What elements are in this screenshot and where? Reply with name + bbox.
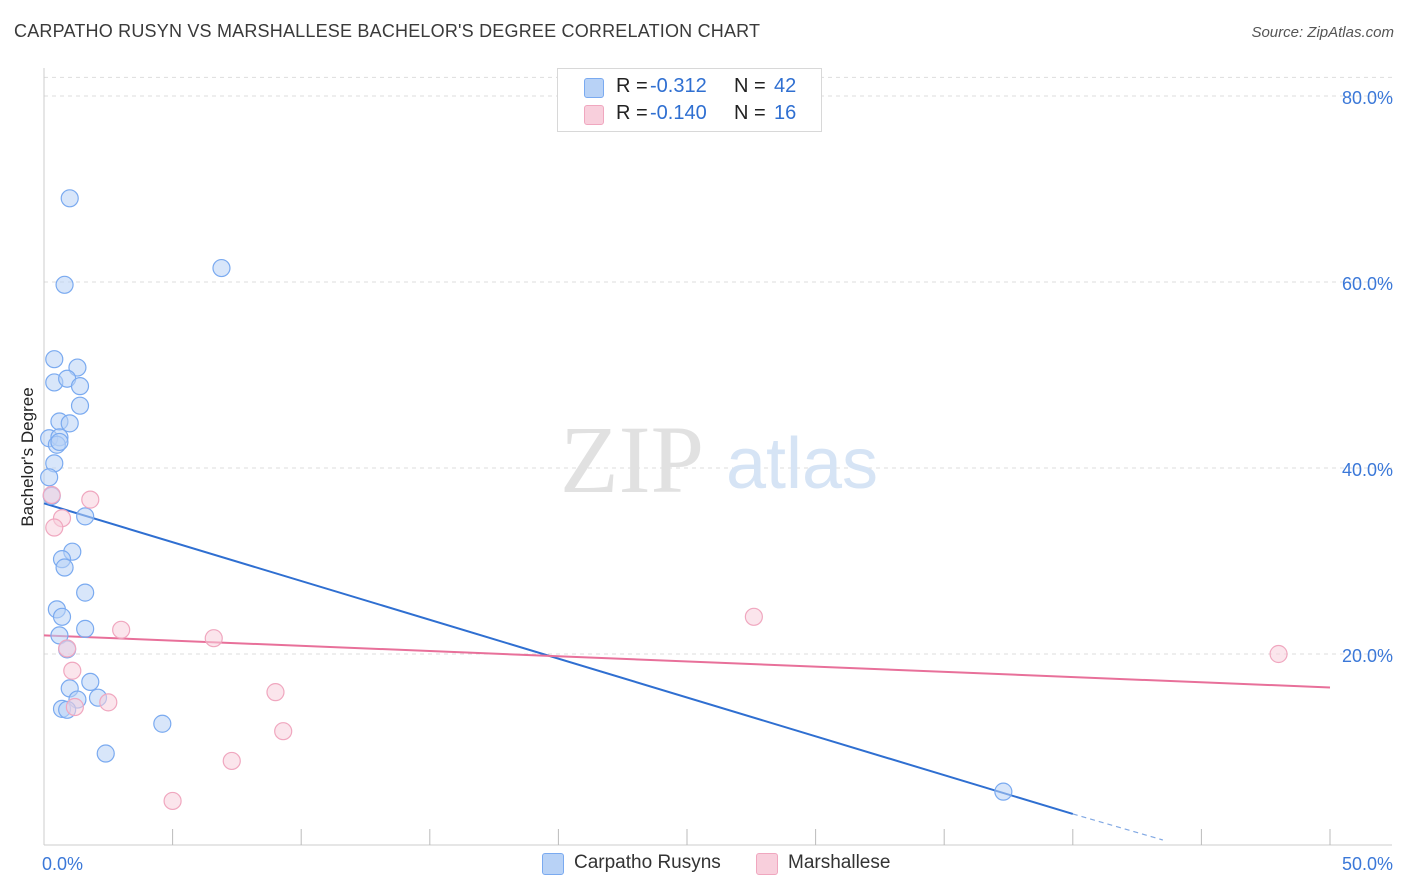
y-tick-label: 80.0% (1342, 88, 1393, 108)
point-carpatho (40, 468, 59, 487)
trend-line-marshallese (43, 634, 1331, 689)
chart-title: CARPATHO RUSYN VS MARSHALLESE BACHELOR'S… (14, 21, 761, 41)
point-carpatho (76, 619, 95, 638)
point-marshallese (744, 607, 763, 626)
legend-r-value: -0.312 (650, 75, 707, 97)
point-carpatho (60, 414, 79, 433)
point-marshallese (81, 490, 100, 509)
point-carpatho (60, 189, 79, 208)
point-marshallese (1269, 644, 1288, 664)
bottom-legend-label: Carpatho Rusyns (574, 852, 721, 873)
point-carpatho (153, 714, 172, 733)
grid-layer (44, 76, 1392, 655)
x-tick-label: 50.0% (1342, 854, 1393, 874)
legend-n-value: 42 (774, 75, 797, 97)
point-carpatho (45, 350, 64, 369)
point-marshallese (58, 639, 77, 658)
point-marshallese (65, 697, 84, 717)
source-label: Source: ZipAtlas.com (1251, 24, 1394, 41)
point-marshallese (163, 791, 182, 811)
bottom-legend-swatch-blue (542, 853, 564, 875)
point-marshallese (99, 693, 118, 712)
point-marshallese (274, 722, 293, 741)
x-tick-label: 0.0% (42, 854, 83, 874)
trend-line-extension (1072, 813, 1163, 841)
point-carpatho (70, 396, 90, 415)
bottom-legend-label: Marshallese (788, 852, 891, 873)
axis-layer (43, 68, 1392, 846)
legend-n-label: N = (734, 102, 766, 124)
correlation-legend: R = -0.312 N = 42 R = -0.140 N = 16 (557, 68, 822, 132)
point-carpatho (70, 377, 90, 396)
legend-swatch-blue (584, 78, 604, 98)
point-carpatho (76, 507, 95, 526)
watermark-atlas: atlas (726, 424, 878, 504)
y-axis-label: Bachelor's Degree (18, 387, 37, 527)
legend-r-label: R = (616, 75, 648, 97)
point-carpatho (68, 358, 87, 377)
point-carpatho (994, 782, 1013, 801)
trend-line-carpatho (43, 502, 1074, 815)
point-marshallese (63, 661, 82, 680)
point-carpatho (55, 558, 74, 577)
point-marshallese (266, 683, 285, 702)
point-carpatho (52, 607, 72, 626)
legend-n-value: 16 (774, 102, 797, 124)
trend-layer (43, 502, 1331, 841)
legend-swatch-pink (584, 105, 604, 125)
point-marshallese (42, 485, 61, 505)
point-carpatho (81, 672, 100, 692)
tick-label-layer: 20.0% 40.0% 60.0% 80.0% 0.0% 50.0% (42, 88, 1393, 874)
point-carpatho (212, 258, 231, 278)
y-tick-label: 20.0% (1342, 646, 1393, 666)
legend-n-label: N = (734, 75, 766, 97)
bottom-legend-swatch-pink (756, 853, 778, 875)
point-marshallese (45, 518, 64, 537)
point-marshallese (204, 629, 223, 648)
point-carpatho (96, 744, 115, 763)
legend-r-label: R = (616, 102, 648, 124)
watermark-zip: ZIP (560, 406, 704, 513)
point-marshallese (112, 620, 131, 639)
points-layer (40, 189, 1288, 811)
point-carpatho (55, 275, 74, 294)
point-carpatho (76, 583, 95, 602)
y-tick-label: 40.0% (1342, 460, 1393, 480)
watermark: ZIP atlas (560, 406, 878, 513)
point-carpatho (50, 432, 69, 452)
legend-r-value: -0.140 (650, 102, 707, 124)
y-tick-label: 60.0% (1342, 274, 1393, 294)
point-marshallese (222, 751, 241, 771)
